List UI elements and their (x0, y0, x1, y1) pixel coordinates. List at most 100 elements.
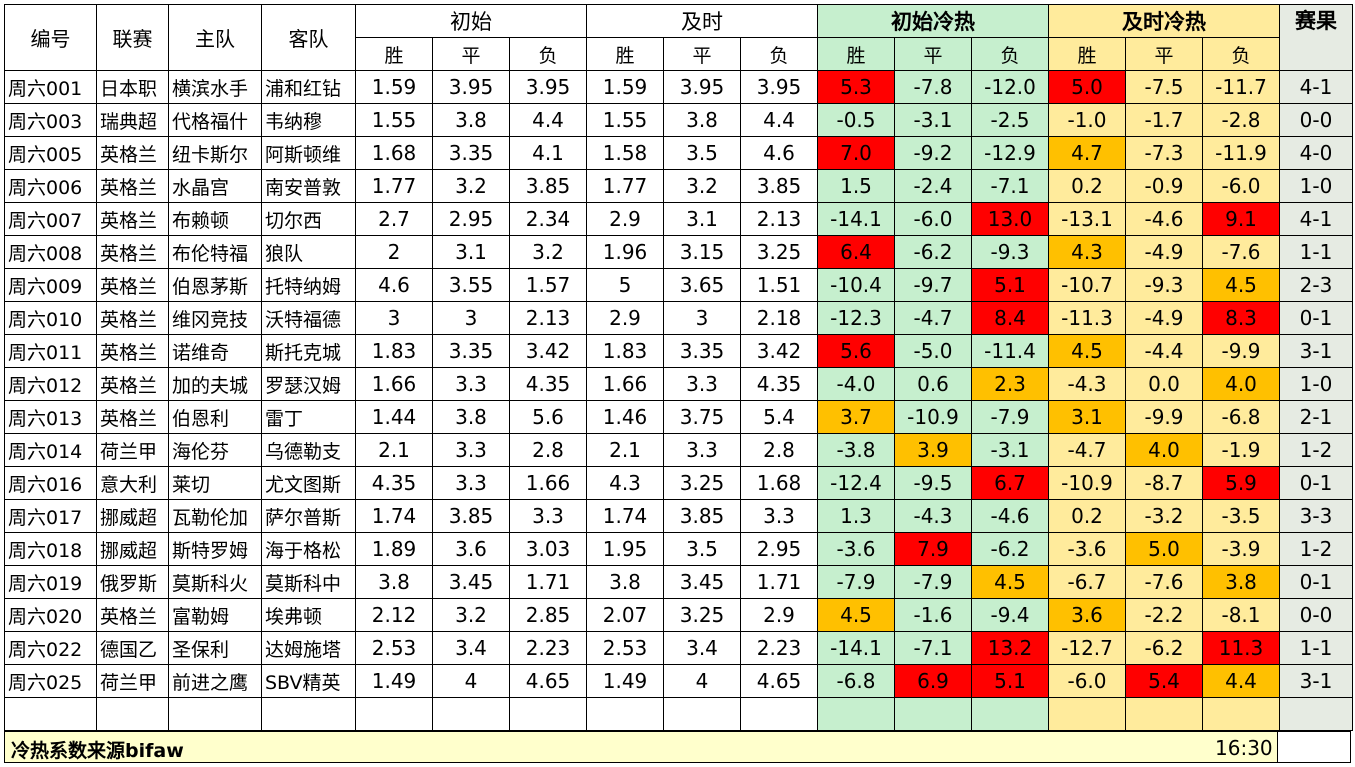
initial-heat-draw: 7.9 (894, 532, 972, 566)
initial-heat-win: 5.6 (817, 334, 895, 368)
initial-odds-win: 1.55 (355, 103, 433, 137)
away-team: 韦纳穆 (261, 103, 356, 137)
source-note: 冷热系数来源bifaw (11, 740, 184, 762)
initial-odds-draw: 3.85 (432, 499, 510, 533)
initial-heat-draw: -4.7 (894, 301, 972, 335)
initial-odds-win: 2.53 (355, 631, 433, 665)
live-odds-loss: 2.13 (740, 202, 818, 236)
empty-cell (663, 697, 741, 731)
live-odds-win: 2.1 (586, 433, 664, 467)
live-heat-loss: -11.7 (1202, 70, 1280, 104)
live-odds-draw: 3.25 (663, 466, 741, 500)
initial-odds-loss: 2.23 (509, 631, 587, 665)
live-odds-loss: 5.4 (740, 400, 818, 434)
initial-odds-draw: 3.45 (432, 565, 510, 599)
initial-heat-win: 5.3 (817, 70, 895, 104)
header-result: 赛果 (1279, 4, 1353, 71)
match-id: 周六011 (4, 334, 97, 368)
initial-odds-win: 1.66 (355, 367, 433, 401)
live-odds-win: 2.9 (586, 202, 664, 236)
live-odds-draw: 3.25 (663, 598, 741, 632)
table-row: 周六005 英格兰 纽卡斯尔 阿斯顿维 1.68 3.35 4.1 1.58 3.5 4.6 7.0… (4, 136, 1353, 170)
live-heat-win: -11.3 (1048, 301, 1126, 335)
live-heat-loss: -1.9 (1202, 433, 1280, 467)
league-name: 英格兰 (96, 367, 169, 401)
live-odds-win: 2.9 (586, 301, 664, 335)
initial-heat-win: 1.5 (817, 169, 895, 203)
initial-heat-loss: -9.3 (971, 235, 1049, 269)
away-team: 斯托克城 (261, 334, 356, 368)
initial-heat-win: 4.5 (817, 598, 895, 632)
table-row: 周六006 英格兰 水晶宫 南安普敦 1.77 3.2 3.85 1.77 3.2 3.85 1.5… (4, 169, 1353, 203)
home-team: 代格福什 (168, 103, 262, 137)
table-row: 周六012 英格兰 加的夫城 罗瑟汉姆 1.66 3.3 4.35 1.66 3.3 4.35 -4… (4, 367, 1353, 401)
live-odds-draw: 3.4 (663, 631, 741, 665)
initial-odds-win: 1.68 (355, 136, 433, 170)
live-heat-loss: -11.9 (1202, 136, 1280, 170)
initial-heat-loss: -4.6 (971, 499, 1049, 533)
away-team: 浦和红钻 (261, 70, 356, 104)
home-team: 加的夫城 (168, 367, 262, 401)
initial-odds-draw: 4 (432, 664, 510, 698)
header-live-heat: 及时冷热 (1048, 4, 1280, 38)
match-id: 周六018 (4, 532, 97, 566)
initial-heat-draw: -10.9 (894, 400, 972, 434)
initial-odds-draw: 3.6 (432, 532, 510, 566)
live-heat-draw: -1.7 (1125, 103, 1203, 137)
initial-heat-win: -7.9 (817, 565, 895, 599)
league-name: 荷兰甲 (96, 433, 169, 467)
initial-heat-win: 6.4 (817, 235, 895, 269)
initial-heat-win: 7.0 (817, 136, 895, 170)
table-row: 周六025 荷兰甲 前进之鹰 SBV精英 1.49 4 4.65 1.49 4 4.65 -6.8 6… (4, 664, 1353, 698)
initial-odds-loss: 2.34 (509, 202, 587, 236)
match-id: 周六013 (4, 400, 97, 434)
live-odds-loss: 2.95 (740, 532, 818, 566)
table-row: 周六018 挪威超 斯特罗姆 海于格松 1.89 3.6 3.03 1.95 3.5 2.95 -3… (4, 532, 1353, 566)
initial-odds-win: 1.59 (355, 70, 433, 104)
live-odds-win: 5 (586, 268, 664, 302)
live-heat-draw: -4.9 (1125, 301, 1203, 335)
empty-cell (1279, 697, 1353, 731)
away-team: 莫斯科中 (261, 565, 356, 599)
initial-odds-win: 1.44 (355, 400, 433, 434)
live-heat-win: -12.7 (1048, 631, 1126, 665)
home-team: 圣保利 (168, 631, 262, 665)
initial-odds-draw: 3.2 (432, 169, 510, 203)
initial-heat-draw: -4.3 (894, 499, 972, 533)
empty-row (4, 697, 1353, 731)
live-odds-draw: 3.5 (663, 136, 741, 170)
footer-bar: 冷热系数来源bifaw 16:30 (4, 731, 1278, 763)
live-heat-win: -13.1 (1048, 202, 1126, 236)
live-heat-win: -6.0 (1048, 664, 1126, 698)
league-name: 俄罗斯 (96, 565, 169, 599)
home-team: 海伦芬 (168, 433, 262, 467)
live-odds-win: 1.66 (586, 367, 664, 401)
initial-heat-win: -6.8 (817, 664, 895, 698)
table-row: 周六014 荷兰甲 海伦芬 乌德勒支 2.1 3.3 2.8 2.1 3.3 2.8 -3.8 3.9… (4, 433, 1353, 467)
live-odds-draw: 3 (663, 301, 741, 335)
initial-heat-loss: 5.1 (971, 268, 1049, 302)
initial-heat-win: -14.1 (817, 202, 895, 236)
live-heat-win: 4.5 (1048, 334, 1126, 368)
header-live: 及时 (586, 4, 818, 38)
live-odds-draw: 3.8 (663, 103, 741, 137)
live-heat-win: 3.6 (1048, 598, 1126, 632)
league-name: 英格兰 (96, 334, 169, 368)
match-result: 3-1 (1279, 334, 1353, 368)
live-heat-draw: -4.6 (1125, 202, 1203, 236)
initial-heat-loss: -9.4 (971, 598, 1049, 632)
live-odds-draw: 3.45 (663, 565, 741, 599)
empty-cell (740, 697, 818, 731)
footer-empty-cell (1278, 731, 1351, 763)
live-odds-draw: 3.75 (663, 400, 741, 434)
odds-table: 编号 联赛 主队 客队 初始 及时 初始冷热 及时冷热 赛果 胜 平 负 胜 平… (4, 4, 1353, 731)
initial-odds-win: 1.83 (355, 334, 433, 368)
initial-odds-loss: 3.03 (509, 532, 587, 566)
home-team: 瓦勒伦加 (168, 499, 262, 533)
table-row: 周六007 英格兰 布赖顿 切尔西 2.7 2.95 2.34 2.9 3.1 2.13 -14.1… (4, 202, 1353, 236)
away-team: 萨尔普斯 (261, 499, 356, 533)
match-result: 1-2 (1279, 433, 1353, 467)
live-heat-loss: -6.8 (1202, 400, 1280, 434)
initial-odds-loss: 5.6 (509, 400, 587, 434)
live-odds-draw: 3.1 (663, 202, 741, 236)
